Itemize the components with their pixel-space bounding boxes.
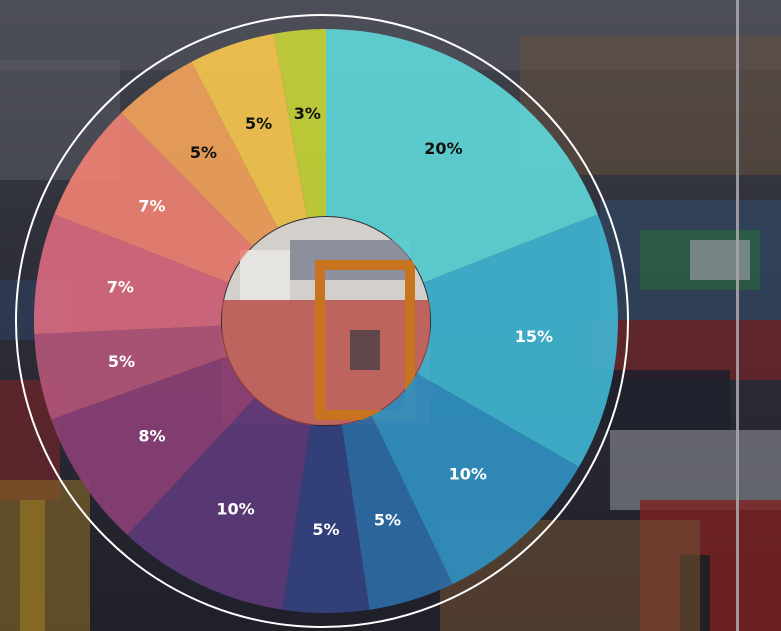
slice-label-10: 7% <box>138 197 165 216</box>
slice-label-2: 15% <box>515 327 553 346</box>
slice-label-13: 3% <box>294 104 321 123</box>
donut-slice-12 <box>191 33 308 228</box>
donut-slice-5 <box>282 424 370 613</box>
donut-slice-10 <box>54 112 253 283</box>
slice-label-3: 10% <box>449 464 487 483</box>
donut-slice-11 <box>121 61 278 247</box>
donut-slice-3 <box>371 373 579 585</box>
donut-slice-6 <box>127 397 311 610</box>
donut-slice-2 <box>416 214 618 467</box>
slice-label-11: 5% <box>190 143 217 162</box>
donut-slice-13 <box>273 29 326 218</box>
donut-slice-4 <box>341 415 453 610</box>
donut-slice-9 <box>34 214 229 335</box>
slice-label-4: 5% <box>374 511 401 530</box>
donut-slice-7 <box>51 356 255 536</box>
donut-slice-1 <box>326 29 598 283</box>
outer-ring <box>15 14 629 628</box>
slice-label-7: 8% <box>138 426 165 445</box>
slice-label-6: 10% <box>216 499 254 518</box>
slice-label-1: 20% <box>424 139 462 158</box>
slice-label-8: 5% <box>108 352 135 371</box>
center-hall-image <box>222 217 430 425</box>
donut-slice-8 <box>34 325 228 420</box>
slice-label-9: 7% <box>107 277 134 296</box>
slice-label-5: 5% <box>312 520 339 539</box>
slice-label-12: 5% <box>245 114 272 133</box>
